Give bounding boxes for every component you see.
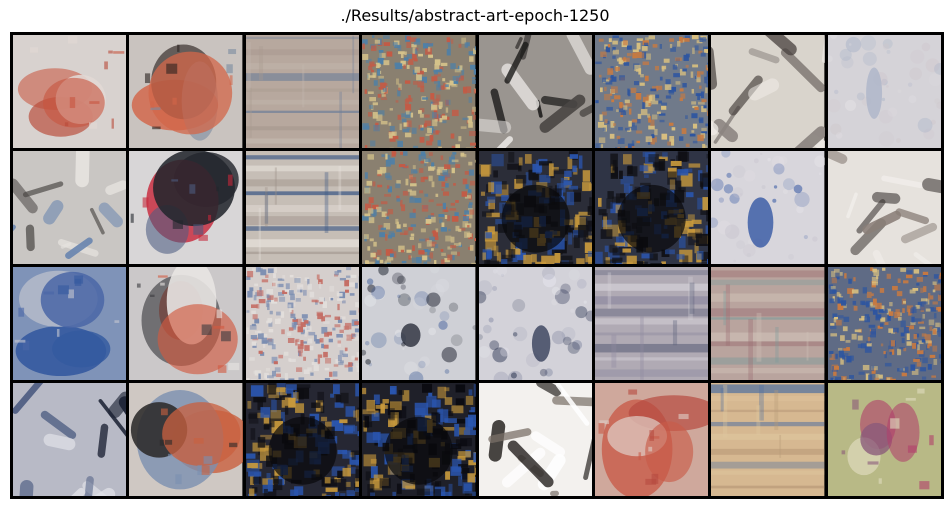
- generated-artwork-image: [711, 267, 825, 380]
- tile-r3-c8: [827, 267, 941, 380]
- generated-artwork-image: [245, 267, 360, 380]
- generated-artwork-image: [827, 383, 941, 496]
- tile-r1-c4: [362, 35, 476, 148]
- tile-r4-c8: [827, 383, 941, 496]
- generated-artwork-image: [13, 267, 127, 380]
- generated-artwork-image: [711, 151, 825, 264]
- tile-r4-c4: [362, 383, 476, 496]
- generated-artwork-image: [478, 151, 592, 264]
- image-grid: [13, 35, 941, 496]
- tile-r4-c3: [245, 383, 360, 496]
- tile-r2-c6: [594, 151, 709, 264]
- tile-r4-c7: [711, 383, 825, 496]
- generated-artwork-image: [362, 383, 476, 496]
- generated-artwork-image: [594, 383, 709, 496]
- generated-artwork-image: [129, 35, 243, 148]
- image-grid-frame: [10, 32, 944, 499]
- tile-r2-c5: [478, 151, 592, 264]
- tile-r1-c2: [129, 35, 243, 148]
- tile-r4-c5: [478, 383, 592, 496]
- generated-artwork-image: [245, 383, 360, 496]
- generated-artwork-image: [594, 35, 709, 148]
- tile-r3-c2: [129, 267, 243, 380]
- generated-artwork-image: [827, 267, 941, 380]
- tile-r2-c7: [711, 151, 825, 264]
- generated-artwork-image: [478, 35, 592, 148]
- generated-artwork-image: [478, 267, 592, 380]
- generated-artwork-image: [362, 35, 476, 148]
- tile-r1-c1: [13, 35, 127, 148]
- generated-artwork-image: [129, 383, 243, 496]
- tile-r2-c3: [245, 151, 360, 264]
- tile-r1-c3: [245, 35, 360, 148]
- generated-artwork-image: [478, 383, 592, 496]
- generated-artwork-image: [245, 151, 360, 264]
- tile-r2-c8: [827, 151, 941, 264]
- generated-artwork-image: [711, 35, 825, 148]
- generated-artwork-image: [13, 383, 127, 496]
- generated-artwork-image: [129, 151, 243, 264]
- generated-artwork-image: [129, 267, 243, 380]
- generated-artwork-image: [594, 267, 709, 380]
- generated-artwork-image: [13, 151, 127, 264]
- generated-artwork-image: [13, 35, 127, 148]
- tile-r3-c3: [245, 267, 360, 380]
- tile-r3-c7: [711, 267, 825, 380]
- tile-r2-c1: [13, 151, 127, 264]
- generated-artwork-image: [245, 35, 360, 148]
- tile-r4-c6: [594, 383, 709, 496]
- tile-r3-c5: [478, 267, 592, 380]
- tile-r3-c4: [362, 267, 476, 380]
- generated-artwork-image: [362, 267, 476, 380]
- tile-r1-c6: [594, 35, 709, 148]
- generated-artwork-image: [594, 151, 709, 264]
- generated-artwork-image: [827, 151, 941, 264]
- tile-r4-c2: [129, 383, 243, 496]
- generated-artwork-image: [827, 35, 941, 148]
- tile-r2-c2: [129, 151, 243, 264]
- generated-artwork-image: [362, 151, 476, 264]
- tile-r4-c1: [13, 383, 127, 496]
- tile-r3-c1: [13, 267, 127, 380]
- figure-title: ./Results/abstract-art-epoch-1250: [340, 6, 610, 25]
- tile-r2-c4: [362, 151, 476, 264]
- generated-artwork-image: [711, 383, 825, 496]
- tile-r3-c6: [594, 267, 709, 380]
- tile-r1-c7: [711, 35, 825, 148]
- tile-r1-c8: [827, 35, 941, 148]
- tile-r1-c5: [478, 35, 592, 148]
